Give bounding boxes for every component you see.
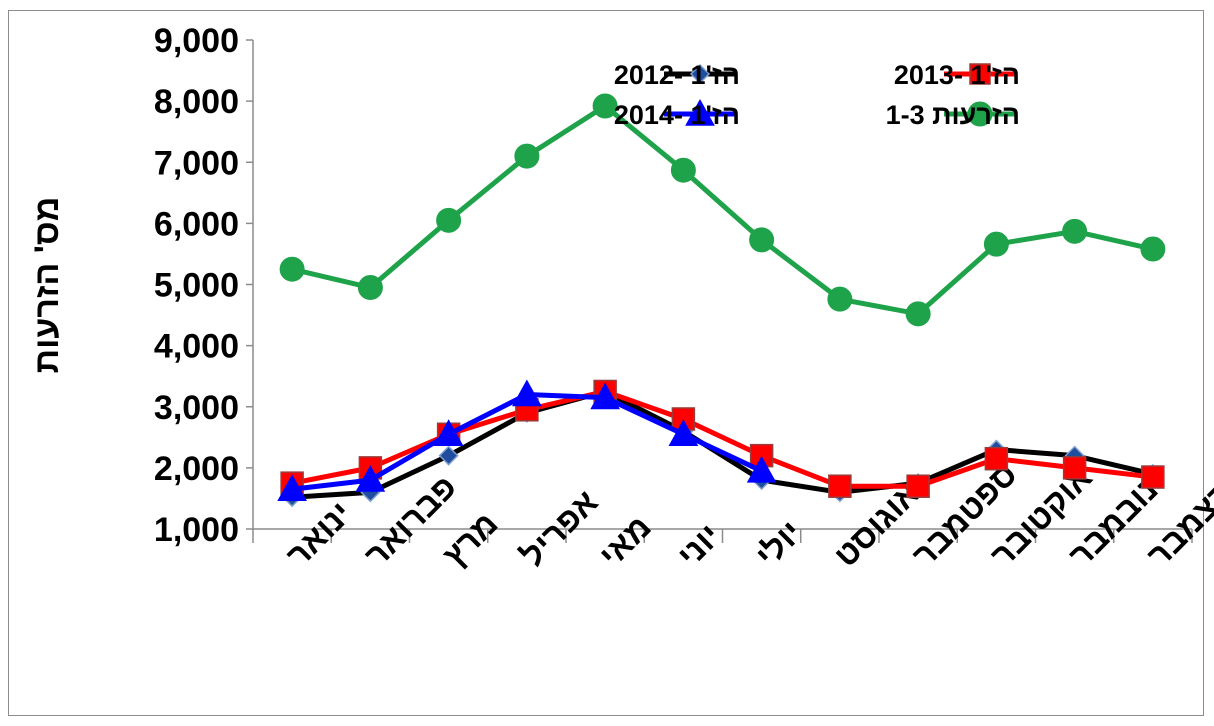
series-line <box>291 103 1154 317</box>
x-tick-label: ינואר <box>279 494 359 574</box>
legend-label: הז'1 -2014 <box>614 100 740 130</box>
marker-circle <box>749 227 775 253</box>
marker-triangle <box>433 419 464 446</box>
legend-label: הז'1 -2013 <box>894 60 1020 90</box>
y-axis-label: מס' הזרעות <box>28 197 66 374</box>
y-tick-label: 8,000 <box>154 83 239 121</box>
marker-square <box>969 63 991 85</box>
marker-square <box>1062 456 1087 480</box>
marker-circle <box>592 93 618 119</box>
series-line <box>291 388 1154 500</box>
x-tick-label: יולי <box>748 513 809 574</box>
y-tick-label: 6,000 <box>154 205 239 243</box>
marker-triangle <box>590 382 620 410</box>
legend-item-4: הזרעות 1-3 <box>886 100 1020 130</box>
marker-circle <box>1140 236 1166 262</box>
marker-circle <box>670 157 696 183</box>
marker-diamond <box>438 445 459 466</box>
x-tick-label: מאי <box>592 508 658 574</box>
marker-triangle <box>277 474 307 501</box>
series-2 <box>280 379 1165 498</box>
marker-circle <box>983 231 1009 257</box>
y-tick-label: 9,000 <box>154 22 239 60</box>
series-1 <box>282 381 1163 508</box>
marker-triangle <box>668 419 699 446</box>
marker-circle <box>967 101 993 127</box>
marker-triangle <box>685 98 715 126</box>
marker-circle <box>905 301 931 327</box>
marker-square <box>906 474 930 498</box>
series-line <box>291 388 1154 489</box>
marker-triangle <box>355 465 386 492</box>
y-tick-label: 7,000 <box>154 144 239 182</box>
marker-circle <box>827 286 853 312</box>
legend-item-2: הז'1 -2013 <box>894 60 1020 90</box>
chart-frame <box>8 10 1204 716</box>
marker-square <box>828 474 852 498</box>
y-tick-label: 2,000 <box>154 450 239 488</box>
marker-square <box>1141 465 1165 489</box>
y-tick-label: 1,000 <box>154 511 239 549</box>
y-tick-label: 3,000 <box>154 389 239 427</box>
marker-square <box>984 446 1009 471</box>
marker-circle <box>357 275 383 301</box>
series-3 <box>277 379 777 501</box>
x-tick-label: מרץ <box>435 505 504 574</box>
legend-item-3: הז'1 -2014 <box>614 98 740 130</box>
marker-circle <box>1062 218 1088 244</box>
x-tick-label: יוני <box>670 517 727 574</box>
marker-triangle <box>746 455 777 483</box>
series-4 <box>279 93 1166 327</box>
y-tick-label: 5,000 <box>154 267 239 305</box>
marker-circle <box>514 143 540 169</box>
legend-item-1: הז'1 -2012 <box>614 60 740 90</box>
marker-triangle <box>512 379 542 407</box>
legend-label: הז'1 -2012 <box>614 60 740 90</box>
legend: הז'1 -2012 הז'1 -2013 הז'1 -2014 הזרעות 1-3 <box>614 60 1020 130</box>
y-tick-label: 4,000 <box>154 328 239 366</box>
series-layer <box>277 93 1166 508</box>
marker-circle <box>436 207 462 233</box>
marker-diamond <box>689 63 711 85</box>
y-axis: 1,000 2,000 3,000 4,000 5,000 6,000 7,000 8,000… <box>154 22 254 549</box>
legend-label: הזרעות 1-3 <box>886 100 1020 130</box>
marker-circle <box>279 256 305 282</box>
